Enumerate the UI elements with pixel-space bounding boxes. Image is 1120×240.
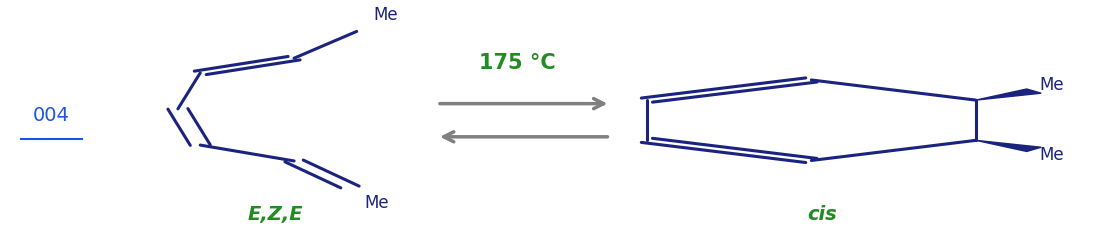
Polygon shape [976,140,1042,151]
Text: Me: Me [373,6,398,24]
FancyArrowPatch shape [440,99,604,109]
FancyArrowPatch shape [444,132,607,142]
Text: Me: Me [1039,146,1064,164]
Polygon shape [976,89,1042,100]
Text: 004: 004 [34,106,71,125]
Text: 175 °C: 175 °C [479,53,556,73]
Text: E,Z,E: E,Z,E [248,205,302,224]
Text: Me: Me [364,194,389,212]
Text: Me: Me [1039,76,1064,94]
Text: cis: cis [808,205,838,224]
